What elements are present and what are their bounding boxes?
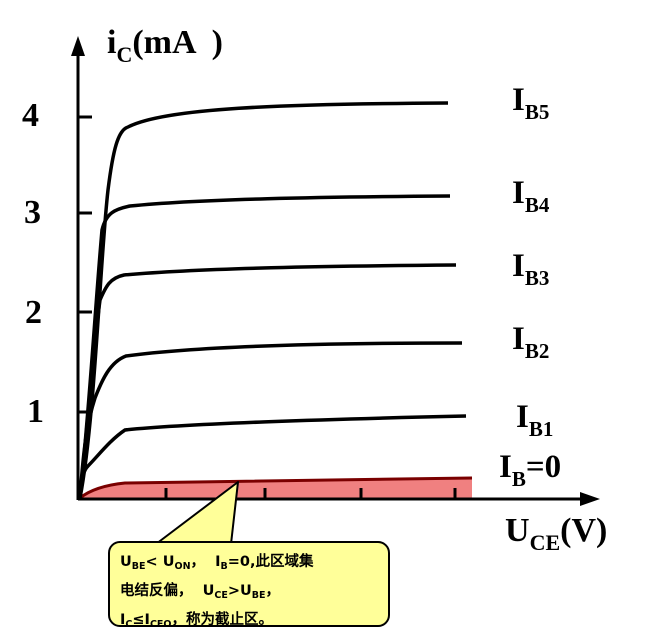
curve-ib0 <box>79 476 473 500</box>
y-tick-label-4: 4 <box>22 97 39 134</box>
y-axis-title-main: i <box>107 24 117 61</box>
curve-ib3 <box>78 263 457 499</box>
curve-label-ib5: IB5 <box>512 82 550 124</box>
curve-label-ib4: IB4 <box>512 175 550 217</box>
callout-line-2: 电结反偏， UCE>UBE， <box>120 583 281 601</box>
curve-label-ib0: IB=0 <box>499 449 562 491</box>
y-tick-label-2: 2 <box>25 294 42 331</box>
curve-label-ib2: IB2 <box>512 321 550 363</box>
x-axis-title-main: U <box>505 512 530 549</box>
y-tick-label-1: 1 <box>27 393 44 430</box>
x-axis-arrow <box>580 492 600 506</box>
x-axis-title: UCE(V) <box>505 514 607 554</box>
callout-line-1: UBE< UON， IB=0,此区域集 <box>120 554 314 572</box>
y-tick-label-3: 3 <box>24 194 41 231</box>
y-axis-title: iC(mA ) <box>107 26 223 66</box>
curve-ib5 <box>78 101 449 499</box>
y-axis-title-sub: C <box>116 42 133 67</box>
curve-ib2 <box>78 341 463 499</box>
x-axis-title-unit: (V) <box>560 512 608 549</box>
curve-label-ib1: IB1 <box>516 399 554 441</box>
curve-label-ib3: IB3 <box>512 248 550 290</box>
callout-line-3: IC≤ICEO，称为截止区。 <box>120 612 273 630</box>
curve-ib1 <box>78 414 467 499</box>
y-axis-title-unit: (mA ) <box>132 24 223 61</box>
x-axis-title-sub: CE <box>529 530 561 555</box>
cutoff-region-callout: UBE< UON， IB=0,此区域集 电结反偏， UCE>UBE， IC≤IC… <box>108 541 390 630</box>
y-axis-arrow <box>71 36 85 56</box>
